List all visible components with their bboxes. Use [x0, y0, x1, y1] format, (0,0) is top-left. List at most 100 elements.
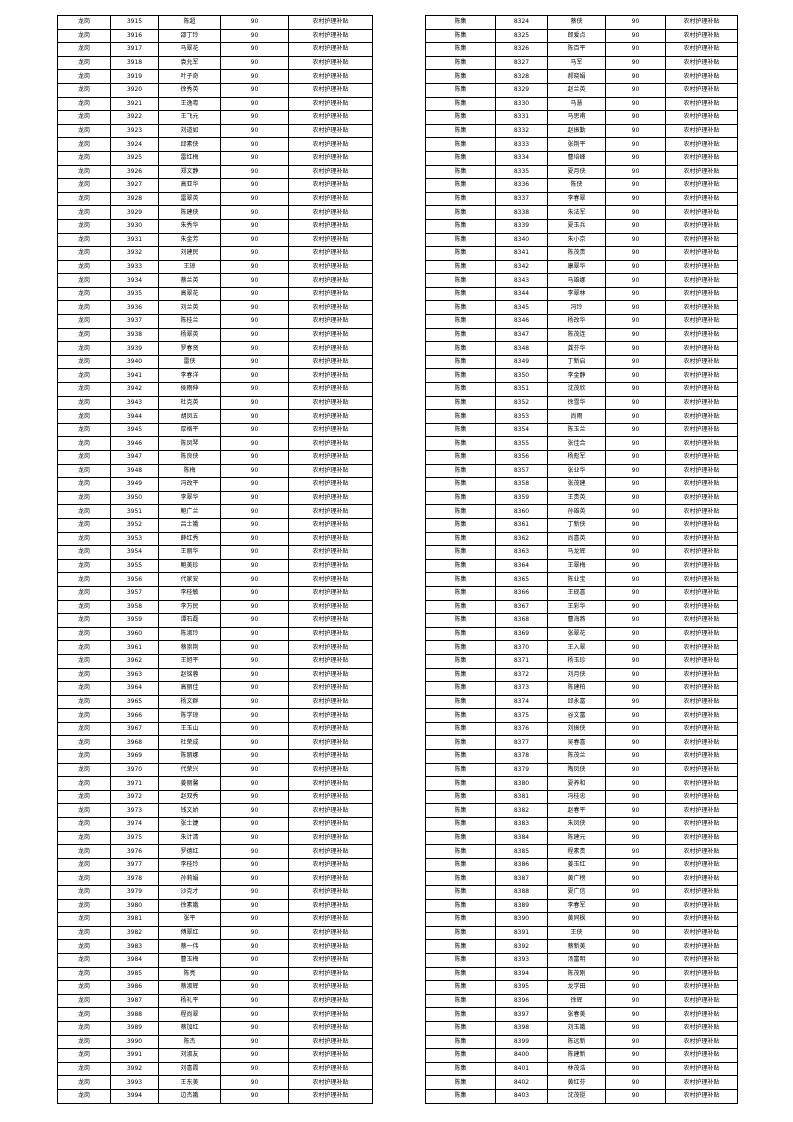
- subsidy-type-cell: 农村护理补贴: [288, 1075, 373, 1090]
- name-cell: 陈茂刚: [547, 966, 606, 982]
- subsidy-type-cell: 农村护理补贴: [288, 382, 373, 397]
- district-cell: 龙岗: [57, 123, 111, 139]
- id-cell: 8386: [495, 857, 548, 873]
- table-row: 龙岗 3961 蔡崇荆 90 农村护理补贴: [57, 640, 373, 655]
- table-row: 陈集 8370 王入翠 90 农村护理补贴: [425, 640, 738, 655]
- amount-cell: 90: [220, 980, 289, 995]
- table-row: 龙岗 3928 雷翠英 90 农村护理补贴: [57, 191, 373, 207]
- table-row: 龙岗 3940 雷侠 90 农村护理补贴: [57, 354, 373, 370]
- id-cell: 3934: [110, 273, 159, 288]
- table-row: 龙岗 3962 王旭平 90 农村护理补贴: [57, 653, 373, 669]
- amount-cell: 90: [220, 191, 289, 207]
- id-cell: 3986: [110, 980, 159, 995]
- table-row: 龙岗 3929 陈建侠 90 农村护理补贴: [57, 205, 373, 220]
- amount-cell: 90: [605, 490, 666, 506]
- table-row: 龙岗 3916 邵丁玲 90 农村护理补贴: [57, 28, 373, 44]
- subsidy-type-cell: 农村护理补贴: [665, 572, 738, 587]
- name-cell: 陈淑玲: [158, 626, 221, 642]
- amount-cell: 90: [605, 776, 666, 791]
- subsidy-type-cell: 农村护理补贴: [665, 653, 738, 669]
- subsidy-type-cell: 农村护理补贴: [288, 803, 373, 819]
- amount-cell: 90: [605, 803, 666, 819]
- district-cell: 龙岗: [57, 382, 111, 397]
- district-cell: 陈集: [425, 925, 496, 941]
- table-row: 龙岗 3922 王飞元 90 农村护理补贴: [57, 110, 373, 125]
- subsidy-type-cell: 农村护理补贴: [288, 205, 373, 220]
- district-cell: 龙岗: [57, 1088, 111, 1104]
- id-cell: 8393: [495, 952, 548, 968]
- name-cell: 邱素侠: [158, 137, 221, 152]
- amount-cell: 90: [605, 980, 666, 995]
- id-cell: 3981: [110, 912, 159, 927]
- amount-cell: 90: [220, 286, 289, 302]
- name-cell: 陈建柏: [547, 681, 606, 696]
- amount-cell: 90: [605, 640, 666, 655]
- id-cell: 3918: [110, 55, 159, 71]
- id-cell: 8387: [495, 871, 548, 886]
- subsidy-type-cell: 农村护理补贴: [288, 708, 373, 723]
- name-cell: 张翠花: [547, 626, 606, 642]
- table-row: 龙岗 3952 吕士娥 90 农村护理补贴: [57, 517, 373, 533]
- id-cell: 3915: [110, 15, 159, 30]
- district-cell: 陈集: [425, 273, 496, 288]
- district-cell: 龙岗: [57, 314, 111, 329]
- name-cell: 杨彪军: [547, 450, 606, 465]
- district-cell: 龙岗: [57, 640, 111, 655]
- table-row: 陈集 8385 程素贵 90 农村护理补贴: [425, 844, 738, 859]
- subsidy-type-cell: 农村护理补贴: [288, 939, 373, 954]
- name-cell: 蔡新美: [547, 939, 606, 954]
- district-cell: 陈集: [425, 15, 496, 30]
- name-cell: 厚格平: [158, 422, 221, 438]
- amount-cell: 90: [220, 952, 289, 968]
- amount-cell: 90: [605, 545, 666, 560]
- id-cell: 3970: [110, 762, 159, 778]
- table-row: 龙岗 3948 陈梅 90 农村护理补贴: [57, 463, 373, 479]
- amount-cell: 90: [220, 871, 289, 886]
- name-cell: 邵丁玲: [158, 28, 221, 44]
- subsidy-type-cell: 农村护理补贴: [288, 966, 373, 982]
- name-cell: 夏养和: [547, 776, 606, 791]
- table-row: 陈集 8400 陈建新 90 农村护理补贴: [425, 1048, 738, 1063]
- district-cell: 陈集: [425, 857, 496, 873]
- table-row: 陈集 8379 陶凤侠 90 农村护理补贴: [425, 762, 738, 778]
- district-cell: 陈集: [425, 817, 496, 832]
- amount-cell: 90: [605, 273, 666, 288]
- name-cell: 侯雨伸: [158, 382, 221, 397]
- amount-cell: 90: [220, 436, 289, 451]
- name-cell: 杨礼平: [158, 993, 221, 1009]
- district-cell: 陈集: [425, 681, 496, 696]
- id-cell: 3984: [110, 952, 159, 968]
- amount-cell: 90: [605, 178, 666, 193]
- subsidy-type-cell: 农村护理补贴: [665, 477, 738, 492]
- id-cell: 3942: [110, 382, 159, 397]
- id-cell: 8396: [495, 993, 548, 1009]
- amount-cell: 90: [605, 314, 666, 329]
- subsidy-type-cell: 农村护理补贴: [288, 463, 373, 479]
- name-cell: 赵双秀: [158, 789, 221, 805]
- district-cell: 陈集: [425, 110, 496, 125]
- id-cell: 8374: [495, 694, 548, 710]
- subsidy-type-cell: 农村护理补贴: [288, 749, 373, 764]
- table-row: 陈集 8360 孙雄英 90 农村护理补贴: [425, 504, 738, 519]
- district-cell: 陈集: [425, 966, 496, 982]
- amount-cell: 90: [605, 69, 666, 84]
- id-cell: 8401: [495, 1061, 548, 1077]
- name-cell: 李翠华: [158, 490, 221, 506]
- subsidy-type-cell: 农村护理补贴: [665, 993, 738, 1009]
- id-cell: 3935: [110, 286, 159, 302]
- amount-cell: 90: [605, 96, 666, 112]
- name-cell: 高丽佳: [158, 681, 221, 696]
- amount-cell: 90: [605, 150, 666, 166]
- id-cell: 8354: [495, 422, 548, 438]
- amount-cell: 90: [220, 55, 289, 71]
- table-row: 陈集 8352 徐雪华 90 农村护理补贴: [425, 395, 738, 411]
- id-cell: 8383: [495, 817, 548, 832]
- district-cell: 陈集: [425, 191, 496, 207]
- table-row: 陈集 8332 赵振勤 90 农村护理补贴: [425, 123, 738, 139]
- table-row: 龙岗 3994 边杰娥 90 农村护理补贴: [57, 1088, 373, 1104]
- subsidy-type-cell: 农村护理补贴: [288, 694, 373, 710]
- district-cell: 龙岗: [57, 844, 111, 859]
- name-cell: 朱计清: [158, 830, 221, 846]
- table-row: 龙岗 3987 杨礼平 90 农村护理补贴: [57, 993, 373, 1009]
- district-cell: 陈集: [425, 776, 496, 791]
